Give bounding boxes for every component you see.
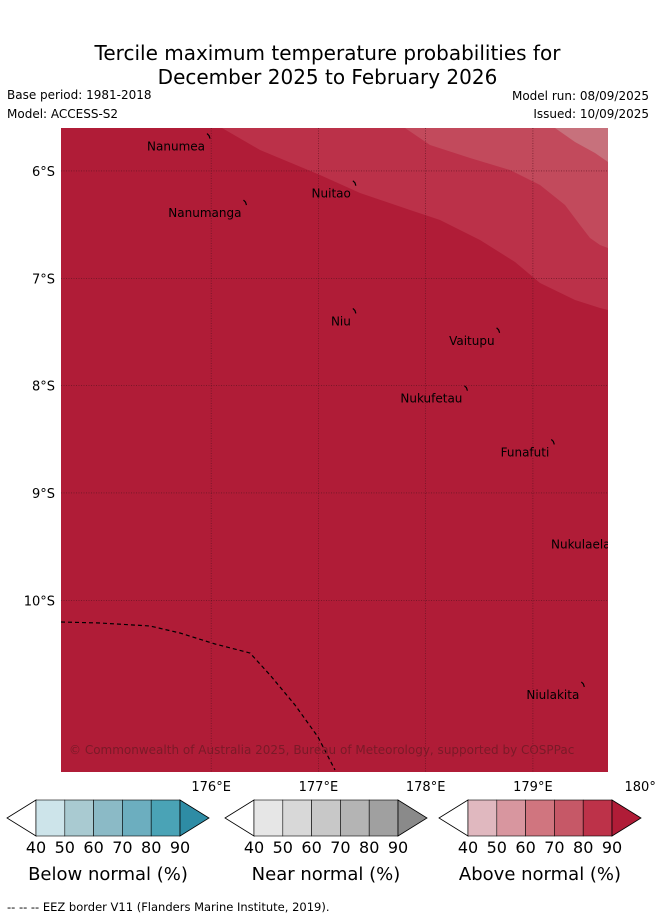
colorbar-segment <box>35 799 66 837</box>
island-outline <box>352 308 357 314</box>
latitude-tick-label: 6°S <box>32 165 55 180</box>
island-label: Niu <box>331 314 351 328</box>
colorbar-high-extend <box>179 799 210 837</box>
islands-layer: Nanumea Nuitao Nanumanga Niu Vaitupu Nukufeta… <box>147 133 623 702</box>
model-label: Model: ACCESS-S2 <box>7 107 119 121</box>
colorbar-title: Above normal (%) <box>459 864 621 885</box>
colorbar-tick-label: 80 <box>573 838 593 857</box>
colorbar-tick-label: 40 <box>458 838 478 857</box>
map-title: Tercile maximum temperature probabilitie… <box>0 41 655 89</box>
island-outline <box>463 385 468 391</box>
colorbar-tick-label: 90 <box>602 838 622 857</box>
colorbar-tick-label: 70 <box>112 838 132 857</box>
island-label: Nanumanga <box>168 206 241 220</box>
island-outline <box>206 133 211 139</box>
colorbar: 40 50 60 70 80 90 Near normal (%) <box>224 799 428 885</box>
eez-border-line <box>61 621 336 771</box>
base-period-label: Base period: 1981-2018 <box>7 88 152 102</box>
island-outline <box>496 327 501 333</box>
longitude-tick-label: 180° <box>625 780 655 795</box>
colorbar-low-extend <box>224 799 255 837</box>
colorbar-high-extend <box>397 799 428 837</box>
copyright-text: © Commonwealth of Australia 2025, Bureau… <box>69 743 574 757</box>
island-outline <box>580 681 585 688</box>
island-label: Nanumea <box>147 140 205 154</box>
issued-label: Issued: 10/09/2025 <box>533 107 649 121</box>
island-outline <box>352 180 357 186</box>
colorbar-segment <box>496 799 526 837</box>
colorbar-tick-label: 40 <box>26 838 46 857</box>
colorbar-segment <box>122 799 152 837</box>
colorbar: 40 50 60 70 80 90 Below normal (%) <box>6 799 210 885</box>
latitude-tick-label: 9°S <box>32 487 55 502</box>
latitude-tick-label: 8°S <box>32 380 55 395</box>
contour-50-60 <box>555 128 608 162</box>
colorbar-segment <box>582 799 613 837</box>
longitude-ticks: 176°E 177°E 178°E 179°E 180° <box>191 780 655 795</box>
colorbar-high-extend <box>611 799 642 837</box>
island-outline <box>620 532 623 537</box>
longitude-tick-label: 178°E <box>406 780 446 795</box>
latitude-tick-label: 10°S <box>24 594 55 609</box>
colorbar-segment <box>93 799 123 837</box>
island-label: Funafuti <box>501 445 550 459</box>
island-outline <box>550 438 555 445</box>
colorbar-tick-label: 60 <box>515 838 535 857</box>
latitude-ticks: 6°S 7°S 8°S 9°S 10°S <box>24 165 55 609</box>
longitude-tick-label: 177°E <box>299 780 339 795</box>
model-run-label: Model run: 08/09/2025 <box>511 89 649 103</box>
colorbar-tick-label: 50 <box>487 838 507 857</box>
island-label: Nuitao <box>312 187 351 201</box>
island-label: Niulakita <box>526 688 579 702</box>
colorbar-segment <box>467 799 498 837</box>
colorbar-title: Below normal (%) <box>28 864 188 885</box>
colorbar-segment <box>150 799 181 837</box>
colorbar-legends: 40 50 60 70 80 90 Below normal (%) 40 50 60 70 80 90… <box>6 799 642 885</box>
colorbar-low-extend <box>438 799 469 837</box>
colorbar-tick-label: 70 <box>330 838 350 857</box>
colorbar-segment <box>340 799 370 837</box>
colorbar-low-extend <box>6 799 37 837</box>
colorbar-tick-label: 60 <box>83 838 103 857</box>
colorbar-tick-label: 60 <box>301 838 321 857</box>
latitude-tick-label: 7°S <box>32 272 55 287</box>
longitude-tick-label: 176°E <box>191 780 231 795</box>
colorbar-tick-label: 70 <box>544 838 564 857</box>
colorbar-tick-label: 90 <box>170 838 190 857</box>
title-line-1: Tercile maximum temperature probabilitie… <box>94 41 561 65</box>
colorbar-segment <box>64 799 94 837</box>
colorbar-segment <box>368 799 399 837</box>
colorbar-segment <box>525 799 555 837</box>
colorbar-segment <box>282 799 312 837</box>
colorbar-tick-label: 90 <box>388 838 408 857</box>
island-label: Nukulaelae <box>551 538 618 552</box>
graticule <box>61 128 608 772</box>
island-outline <box>243 199 248 206</box>
island-label: Nukufetau <box>400 392 462 406</box>
island-label: Vaitupu <box>449 334 495 348</box>
colorbar-tick-label: 50 <box>273 838 293 857</box>
colorbar: 40 50 60 70 80 90 Above normal (%) <box>438 799 642 885</box>
eez-footnote: -- -- -- EEZ border V11 (Flanders Marine… <box>7 900 330 914</box>
colorbar-tick-label: 80 <box>141 838 161 857</box>
colorbar-segment <box>554 799 584 837</box>
map-area: Nanumea Nuitao Nanumanga Niu Vaitupu Nukufeta… <box>61 128 623 772</box>
title-line-2: December 2025 to February 2026 <box>157 65 498 89</box>
contour-60-70 <box>405 128 608 248</box>
colorbar-title: Near normal (%) <box>252 864 401 885</box>
colorbar-tick-label: 40 <box>244 838 264 857</box>
colorbar-segment <box>311 799 341 837</box>
colorbar-segment <box>253 799 284 837</box>
forecast-map: Nanumea Nuitao Nanumanga Niu Vaitupu Nukufeta… <box>6 128 655 885</box>
longitude-tick-label: 179°E <box>513 780 553 795</box>
colorbar-tick-label: 80 <box>359 838 379 857</box>
colorbar-tick-label: 50 <box>55 838 75 857</box>
